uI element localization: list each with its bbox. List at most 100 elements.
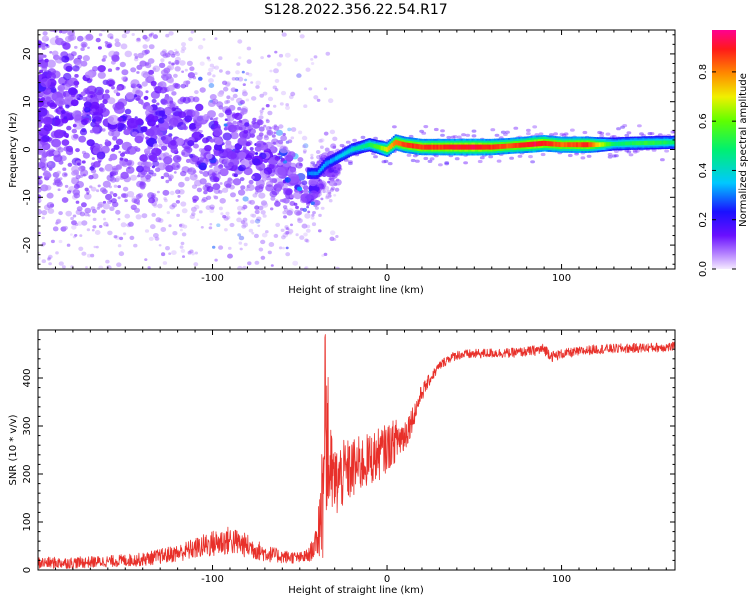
spectrogram-cell [167, 174, 174, 180]
spectrogram-cell [438, 163, 443, 167]
spectrogram-cell [246, 59, 252, 64]
spectrogram-cell [254, 218, 261, 224]
spectrogram-cell [107, 199, 112, 205]
spectrogram-cell [63, 116, 68, 120]
spectrogram-cell [473, 144, 476, 150]
spectrogram-cell [76, 206, 83, 212]
spectrogram-cell [316, 155, 321, 160]
spectrogram-cell [209, 204, 215, 210]
spectrogram-cell [330, 143, 337, 149]
spectrogram-cell [398, 140, 401, 146]
spectrogram-cell [41, 210, 48, 216]
spectrogram-cell [251, 213, 257, 218]
spectrogram-cell [273, 104, 277, 108]
spectrogram-cell [168, 119, 178, 128]
spectrogram-cell [423, 156, 429, 161]
spectrogram-cell [532, 125, 538, 129]
spectrogram-cell [70, 99, 79, 107]
spectrogram-cell [260, 255, 266, 260]
spectrogram-cell [314, 171, 317, 176]
spectrogram-cell [290, 127, 297, 132]
spectrogram-cell [246, 46, 252, 51]
spectrogram-cell [258, 126, 265, 132]
spectrogram-cell [124, 24, 127, 27]
spectrogram-cell [36, 296, 40, 299]
spectrogram-cell [453, 144, 457, 150]
spectrogram-cell [283, 215, 287, 219]
spectrogram-cell [298, 130, 303, 135]
spectrogram-cell [37, 15, 41, 19]
spectrogram-cell [148, 33, 153, 37]
spectrogram-cell [171, 250, 177, 256]
spectrogram-cell [120, 171, 129, 179]
spectrogram-cell [297, 157, 304, 163]
spectrogram-cell [158, 110, 166, 116]
spectrogram-cell [263, 167, 273, 175]
spectrogram-cell [151, 193, 157, 198]
spectrogram-cell [86, 228, 91, 232]
spectrogram-cell [463, 161, 468, 165]
spectrogram-cell [269, 126, 272, 130]
spectrogram-cell [189, 249, 194, 254]
spectrogram-cell [53, 154, 63, 163]
spectrogram-cell [563, 132, 569, 136]
spectrogram-cell [114, 1, 118, 5]
spectrogram-cell [248, 179, 254, 185]
spectrogram-cell [130, 204, 137, 210]
spectrogram-cell [471, 129, 477, 133]
spectrogram-cell [282, 246, 285, 250]
spectrogram-cell [46, 277, 49, 280]
spectrogram-cell [383, 159, 389, 163]
spectrogram-cell [123, 232, 127, 236]
spectrogram-cell [45, 43, 49, 47]
spectrogram-cell [110, 198, 117, 204]
spectrogram-cell [467, 144, 471, 150]
spectrogram-cell [169, 190, 175, 196]
spectrogram-cell [274, 50, 278, 54]
spectrogram-cell [74, 74, 79, 78]
spectrogram-cell [135, 194, 142, 199]
spectrogram-cell [652, 140, 656, 145]
spectrogram-cell [329, 169, 334, 173]
spectrogram-cell [242, 196, 249, 202]
spectrogram-cell [214, 137, 223, 146]
spectrogram-cell [84, 207, 92, 214]
spectrogram-cell [280, 135, 287, 142]
spectrogram-cell [145, 128, 155, 137]
spectrogram-cell [109, 191, 114, 195]
spectrogram-cell [511, 143, 515, 149]
spectrogram-cell [211, 172, 216, 177]
spectrogram-cell [97, 71, 106, 79]
spectrogram-cell [147, 192, 155, 199]
spectrogram-cell [199, 61, 205, 66]
spectrogram-cell [110, 17, 115, 21]
spectrogram-cell [38, 146, 46, 155]
spectrogram-cell [116, 92, 121, 97]
spectrogram-cell [642, 141, 645, 145]
spectrogram-cell [64, 95, 73, 104]
spectrogram-cell [82, 55, 90, 62]
spectrogram-cell [194, 90, 199, 95]
spectrogram-cell [380, 145, 384, 151]
spectrogram-cell [307, 210, 311, 214]
spectrogram-cell [248, 184, 252, 188]
spectrogram-cell [250, 133, 255, 138]
spectrogram-cell [190, 30, 194, 34]
spectrogram-cell [47, 283, 51, 286]
spectrogram-cell [36, 296, 40, 299]
spectrogram-cell [515, 143, 518, 148]
spectrogram-cell [488, 144, 492, 150]
spectrogram-cell [50, 26, 54, 30]
spectrogram-cell [194, 204, 200, 210]
spectrogram-cell [126, 191, 135, 198]
spectrogram-cell [245, 141, 251, 147]
spectrogram-cell [471, 134, 477, 138]
spectrogram-cell [96, 16, 100, 20]
spectrogram-cell [249, 219, 255, 224]
spectrogram-cell [188, 154, 194, 158]
spectrogram-cell [84, 1, 90, 6]
spectrogram-cell [169, 275, 175, 280]
spectrogram-cell [252, 117, 257, 122]
spectrogram-cell [205, 139, 209, 143]
spectrogram-cell [109, 24, 114, 28]
